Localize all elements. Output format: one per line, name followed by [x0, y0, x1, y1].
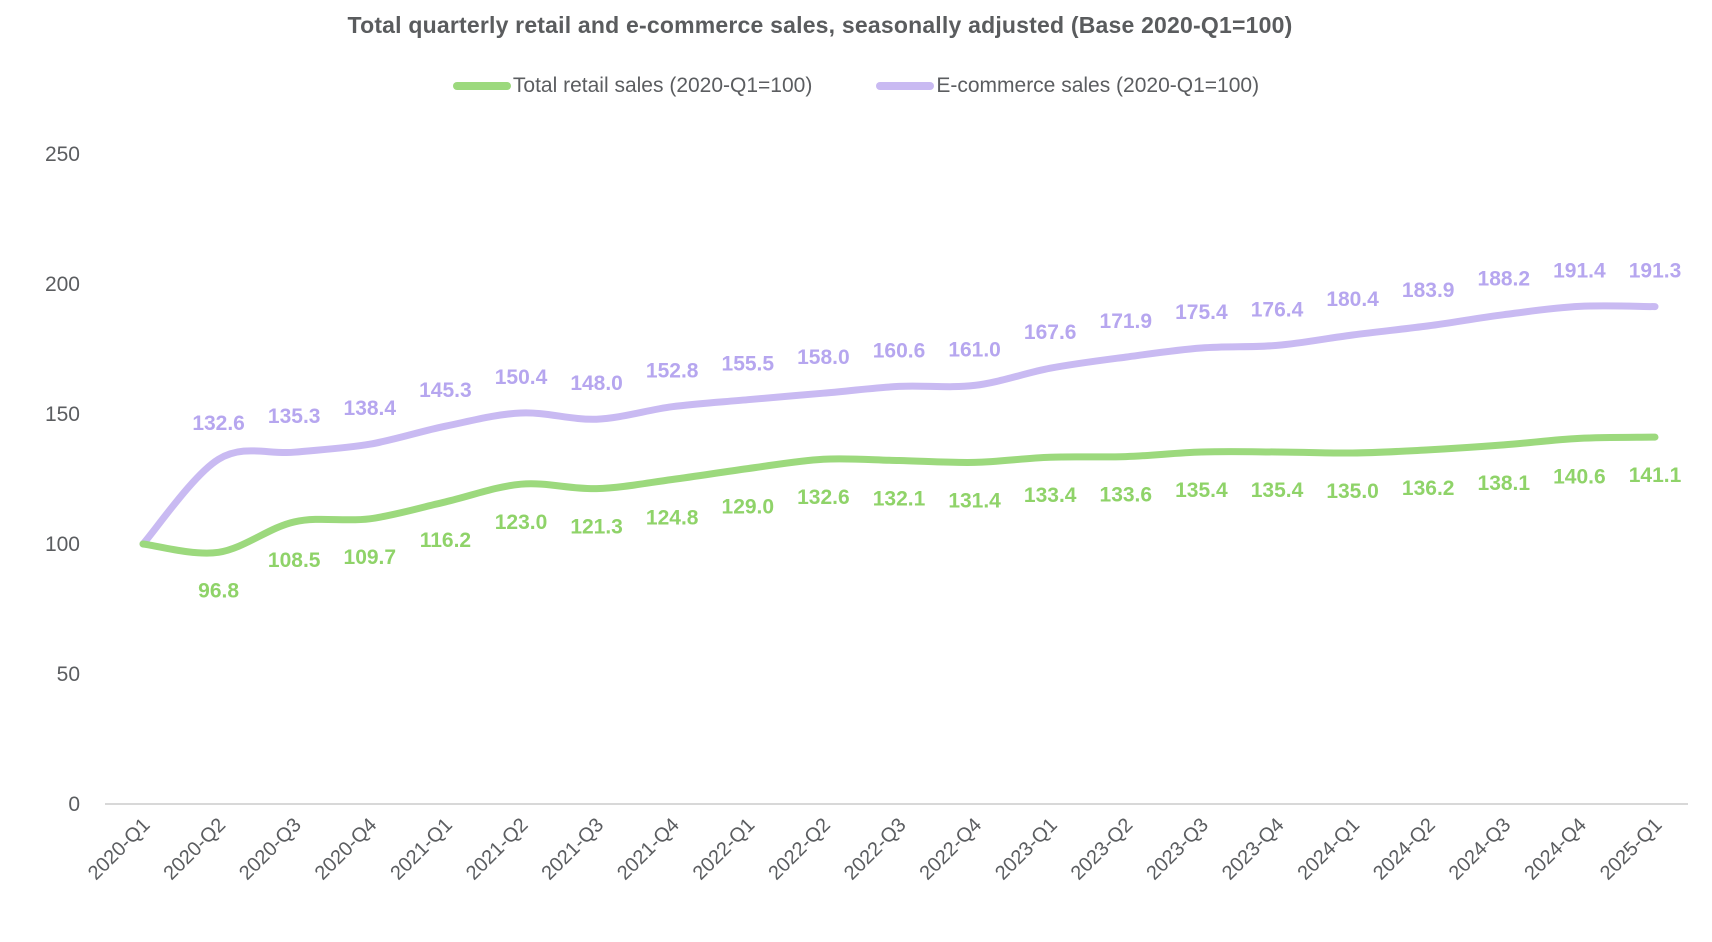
data-label-ecommerce: 188.2 [1478, 268, 1531, 291]
data-label-total-retail: 135.4 [1251, 479, 1304, 502]
data-label-total-retail: 138.1 [1478, 472, 1531, 495]
data-label-total-retail: 108.5 [268, 549, 321, 572]
y-axis-tick-label: 200 [45, 273, 80, 296]
data-label-ecommerce: 161.0 [948, 338, 1001, 361]
data-label-total-retail: 136.2 [1402, 477, 1455, 500]
data-label-total-retail: 129.0 [722, 496, 775, 519]
x-axis-tick-label: 2023-Q2 [1067, 814, 1138, 885]
data-label-total-retail: 124.8 [646, 507, 699, 530]
y-axis-tick-label: 50 [57, 663, 80, 686]
data-label-total-retail: 131.4 [948, 489, 1001, 512]
x-axis-tick-label: 2024-Q3 [1445, 814, 1516, 885]
x-axis-tick-label: 2020-Q2 [160, 814, 231, 885]
data-label-ecommerce: 176.4 [1251, 298, 1304, 321]
series-line-total-retail [139, 433, 1659, 557]
data-label-total-retail: 109.7 [344, 546, 397, 569]
data-label-ecommerce: 175.4 [1175, 301, 1228, 324]
x-axis-tick-label: 2021-Q3 [538, 814, 609, 885]
data-label-ecommerce: 183.9 [1402, 279, 1455, 302]
x-axis-tick-label: 2021-Q2 [462, 814, 533, 885]
x-axis-tick-label: 2022-Q2 [764, 814, 835, 885]
data-label-ecommerce: 145.3 [419, 379, 472, 402]
x-axis-tick-label: 2024-Q2 [1369, 814, 1440, 885]
data-label-ecommerce: 158.0 [797, 346, 850, 369]
data-label-ecommerce: 180.4 [1326, 288, 1379, 311]
data-label-total-retail: 140.6 [1553, 465, 1606, 488]
data-label-total-retail: 116.2 [420, 529, 471, 552]
data-label-total-retail: 96.8 [198, 579, 239, 602]
data-label-ecommerce: 148.0 [570, 372, 623, 395]
data-label-ecommerce: 191.3 [1629, 260, 1682, 283]
series-line-ecommerce [139, 302, 1659, 548]
y-axis-tick-label: 150 [45, 403, 80, 426]
x-axis-tick-label: 2021-Q4 [613, 814, 684, 885]
x-axis-tick-label: 2020-Q1 [84, 814, 155, 885]
legend-swatch-total-retail [452, 82, 511, 90]
legend-label-ecommerce: E-commerce sales (2020-Q1=100) [936, 74, 1260, 97]
x-axis-tick-label: 2020-Q3 [235, 814, 306, 885]
data-label-total-retail: 133.6 [1100, 484, 1153, 507]
data-label-total-retail: 132.1 [873, 488, 926, 511]
x-axis-tick-label: 2021-Q1 [386, 814, 457, 885]
data-label-ecommerce: 167.6 [1024, 321, 1077, 344]
x-axis-tick-label: 2022-Q1 [689, 814, 760, 885]
data-label-total-retail: 132.6 [797, 486, 850, 509]
data-label-total-retail: 123.0 [495, 511, 548, 534]
y-axis-tick-label: 250 [45, 143, 80, 166]
data-label-total-retail: 121.3 [570, 516, 623, 539]
legend-swatch-ecommerce [876, 82, 935, 90]
data-label-ecommerce: 138.4 [344, 397, 397, 420]
x-axis-tick-label: 2025-Q1 [1596, 814, 1667, 885]
data-label-ecommerce: 132.6 [192, 412, 245, 435]
data-label-ecommerce: 171.9 [1100, 310, 1153, 333]
chart-legend: Total retail sales (2020-Q1=100) E-comme… [0, 74, 1712, 98]
chart-title: Total quarterly retail and e-commerce sa… [347, 12, 1293, 38]
data-label-ecommerce: 150.4 [495, 366, 548, 389]
legend-item-total-retail[interactable]: Total retail sales (2020-Q1=100) [452, 74, 813, 98]
x-axis-tick-label: 2022-Q3 [840, 814, 911, 885]
x-axis-tick-label: 2024-Q1 [1294, 814, 1365, 885]
x-axis-tick-label: 2024-Q4 [1520, 814, 1591, 885]
data-label-total-retail: 133.4 [1024, 484, 1077, 507]
y-axis-tick-label: 100 [45, 533, 80, 556]
data-label-total-retail: 135.4 [1175, 479, 1228, 502]
data-label-ecommerce: 160.6 [873, 339, 926, 362]
data-label-ecommerce: 191.4 [1553, 259, 1606, 282]
x-axis-tick-label: 2023-Q1 [991, 814, 1062, 885]
data-label-ecommerce: 155.5 [722, 353, 775, 376]
legend-label-total-retail: Total retail sales (2020-Q1=100) [512, 74, 813, 97]
data-label-ecommerce: 152.8 [646, 360, 699, 383]
x-axis-tick-label: 2023-Q4 [1218, 814, 1289, 885]
legend-item-ecommerce[interactable]: E-commerce sales (2020-Q1=100) [876, 74, 1259, 98]
x-axis-tick-label: 2023-Q3 [1142, 814, 1213, 885]
y-axis-tick-label: 0 [68, 793, 80, 816]
x-axis-tick-label: 2022-Q4 [916, 814, 987, 885]
data-label-total-retail: 141.1 [1629, 464, 1682, 487]
x-axis-tick-label: 2020-Q4 [311, 814, 382, 885]
data-label-total-retail: 135.0 [1326, 480, 1379, 503]
data-label-ecommerce: 135.3 [268, 405, 321, 428]
